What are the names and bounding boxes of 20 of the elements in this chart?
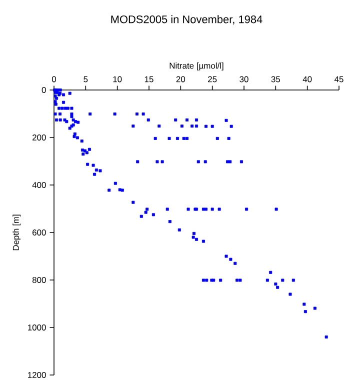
y-tick-label: 1200 (28, 372, 46, 378)
x-tick-label: 20 (176, 76, 186, 82)
x-tick-label: 35 (271, 76, 280, 82)
y-tick-label: 200 (32, 134, 46, 140)
x-tick-label: 5 (84, 76, 88, 82)
chart-title: MODS2005 in November, 1984 (111, 15, 262, 25)
x-tick-label: 40 (302, 76, 312, 82)
x-tick-label: 0 (52, 76, 56, 82)
x-tick-label: 45 (334, 76, 344, 82)
y-tick-label: 600 (32, 230, 46, 236)
x-tick-label: 15 (144, 76, 154, 82)
y-axis-title: Depth [m] (12, 214, 21, 250)
y-tick-label: 1000 (28, 324, 46, 330)
x-tick-label: 25 (208, 76, 217, 82)
x-axis-title: Nitrate [µmol/l] (170, 62, 224, 70)
x-tick-label: 30 (240, 76, 248, 82)
x-tick-label: 10 (113, 76, 122, 82)
y-tick-label: 400 (32, 182, 46, 188)
y-tick-label: 800 (32, 277, 46, 283)
y-tick-label: 0 (42, 87, 46, 93)
